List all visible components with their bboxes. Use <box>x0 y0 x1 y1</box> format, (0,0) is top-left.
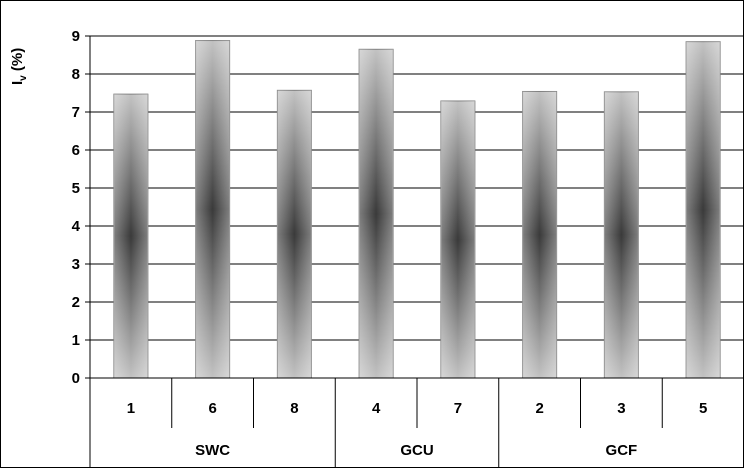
bar-sheen <box>113 94 148 378</box>
y-tick-label: 8 <box>72 66 80 83</box>
group-label: GCF <box>606 442 638 459</box>
axis-layer: 0 1 2 3 4 5 6 7 8 9 1 6 8 4 7 2 3 5 SWC GCU GCF <box>72 28 744 468</box>
y-tick-label: 2 <box>72 294 80 311</box>
y-tick-label: 9 <box>72 28 80 45</box>
bar-sheen <box>359 49 394 379</box>
bar-sheen <box>195 40 230 379</box>
bar-sheen <box>522 91 557 378</box>
y-tick-label: 0 <box>72 370 80 387</box>
y-tick-label: 4 <box>72 218 81 235</box>
category-label: 4 <box>372 400 381 417</box>
y-axis-label: Iv (%) <box>9 48 29 85</box>
bar-sheen <box>277 90 312 378</box>
category-label: 1 <box>127 400 135 417</box>
bar-sheen <box>440 100 475 378</box>
category-label: 5 <box>699 400 707 417</box>
bar-sheen <box>686 41 721 378</box>
bar-layer <box>113 40 721 379</box>
category-label: 6 <box>208 400 216 417</box>
group-label: SWC <box>195 442 230 459</box>
category-label: 2 <box>535 400 543 417</box>
y-tick-label: 5 <box>72 180 80 197</box>
category-label: 7 <box>454 400 462 417</box>
category-label: 3 <box>617 400 625 417</box>
y-tick-label: 7 <box>72 104 80 121</box>
bar-sheen <box>604 91 639 379</box>
grid-layer <box>90 35 744 341</box>
group-label: GCU <box>400 442 433 459</box>
y-tick-label: 1 <box>72 332 80 349</box>
y-tick-label: 6 <box>72 142 80 159</box>
category-label: 8 <box>290 400 298 417</box>
y-tick-label: 3 <box>72 256 80 273</box>
